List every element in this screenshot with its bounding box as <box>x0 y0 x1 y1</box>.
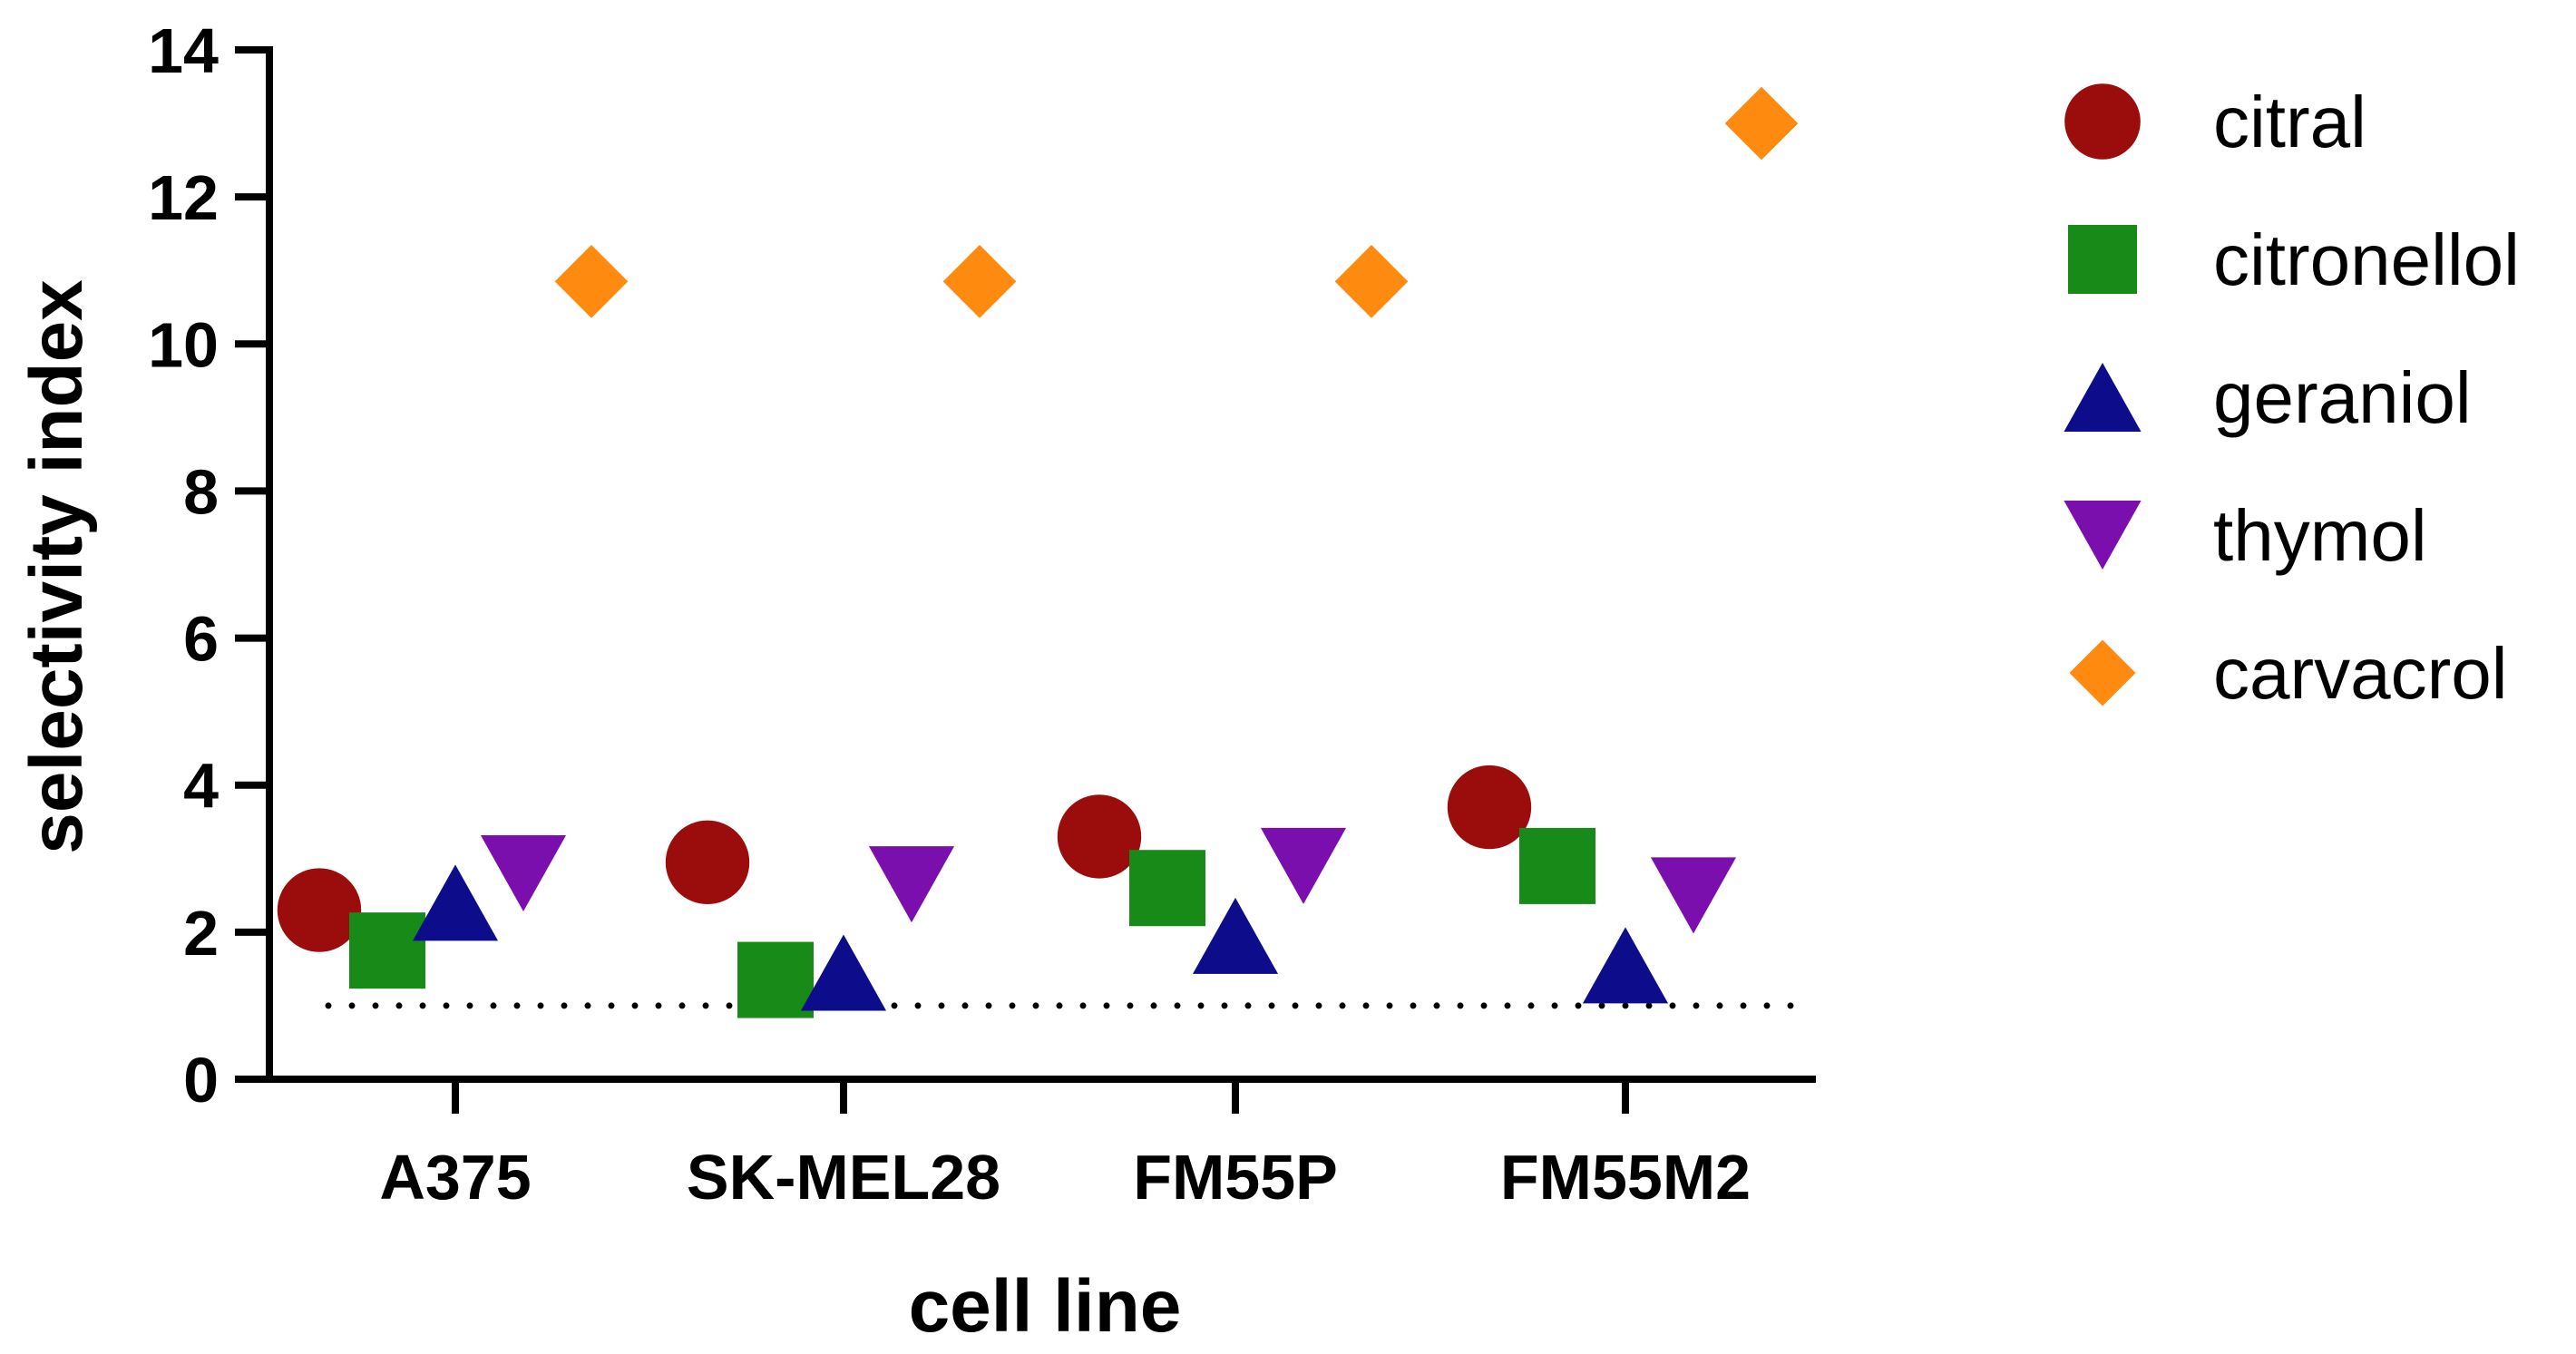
y-tick-label: 4 <box>183 751 219 822</box>
legend-label-citronellol: citronellol <box>2213 219 2520 300</box>
data-point-thymol <box>868 846 955 923</box>
data-point-citronellol <box>1519 827 1595 904</box>
x-tick-label: SK-MEL28 <box>687 1142 1000 1213</box>
data-point-citronellol <box>349 912 425 989</box>
data-point-carvacrol <box>942 245 1017 318</box>
x-tick-label: FM55M2 <box>1500 1142 1751 1213</box>
legend-marker-carvacrol <box>2069 639 2136 706</box>
x-axis: A375 SK-MEL28 FM55P FM55M2 <box>266 1076 1816 1213</box>
data-point-geraniol <box>1192 897 1279 974</box>
data-point-thymol <box>480 835 567 911</box>
legend-label-geraniol: geraniol <box>2213 357 2472 438</box>
data-point-citronellol <box>1129 850 1205 927</box>
data-points <box>277 86 1799 1018</box>
y-tick-label: 10 <box>148 309 219 380</box>
y-tick-label: 8 <box>183 456 219 527</box>
y-tick-label: 0 <box>183 1045 219 1115</box>
legend-label-thymol: thymol <box>2213 495 2427 576</box>
data-point-geraniol <box>800 934 887 1011</box>
legend-marker-citral <box>2064 83 2141 160</box>
data-point-thymol <box>1650 857 1737 934</box>
data-point-geraniol <box>1582 927 1669 1004</box>
data-point-thymol <box>1260 827 1347 904</box>
legend: citral citronellol geraniol thymol carvacrol <box>2064 82 2520 714</box>
legend-marker-geraniol <box>2064 363 2142 432</box>
data-point-citronellol <box>737 941 814 1018</box>
y-tick-label: 2 <box>183 898 219 969</box>
data-point-geraniol <box>412 864 499 941</box>
y-tick-label: 6 <box>183 604 219 675</box>
data-point-citral <box>277 868 362 952</box>
data-point-citral <box>1057 794 1142 879</box>
y-axis-title: selectivity index <box>15 279 98 854</box>
legend-marker-thymol <box>2064 501 2142 570</box>
y-tick-label: 14 <box>148 15 219 86</box>
x-tick-label: FM55P <box>1133 1142 1338 1213</box>
y-axis: 0 2 4 6 8 10 12 14 <box>148 15 273 1115</box>
x-axis-title: cell line <box>909 1265 1182 1348</box>
data-point-carvacrol <box>1724 86 1799 161</box>
data-point-carvacrol <box>1334 245 1409 318</box>
legend-label-carvacrol: carvacrol <box>2213 633 2508 714</box>
data-point-carvacrol <box>554 245 629 318</box>
data-point-citral <box>1447 765 1532 850</box>
y-tick-label: 12 <box>148 162 219 233</box>
data-point-citral <box>665 820 750 905</box>
legend-label-citral: citral <box>2213 82 2366 162</box>
legend-marker-citronellol <box>2068 225 2137 294</box>
x-tick-label: A375 <box>379 1142 531 1213</box>
